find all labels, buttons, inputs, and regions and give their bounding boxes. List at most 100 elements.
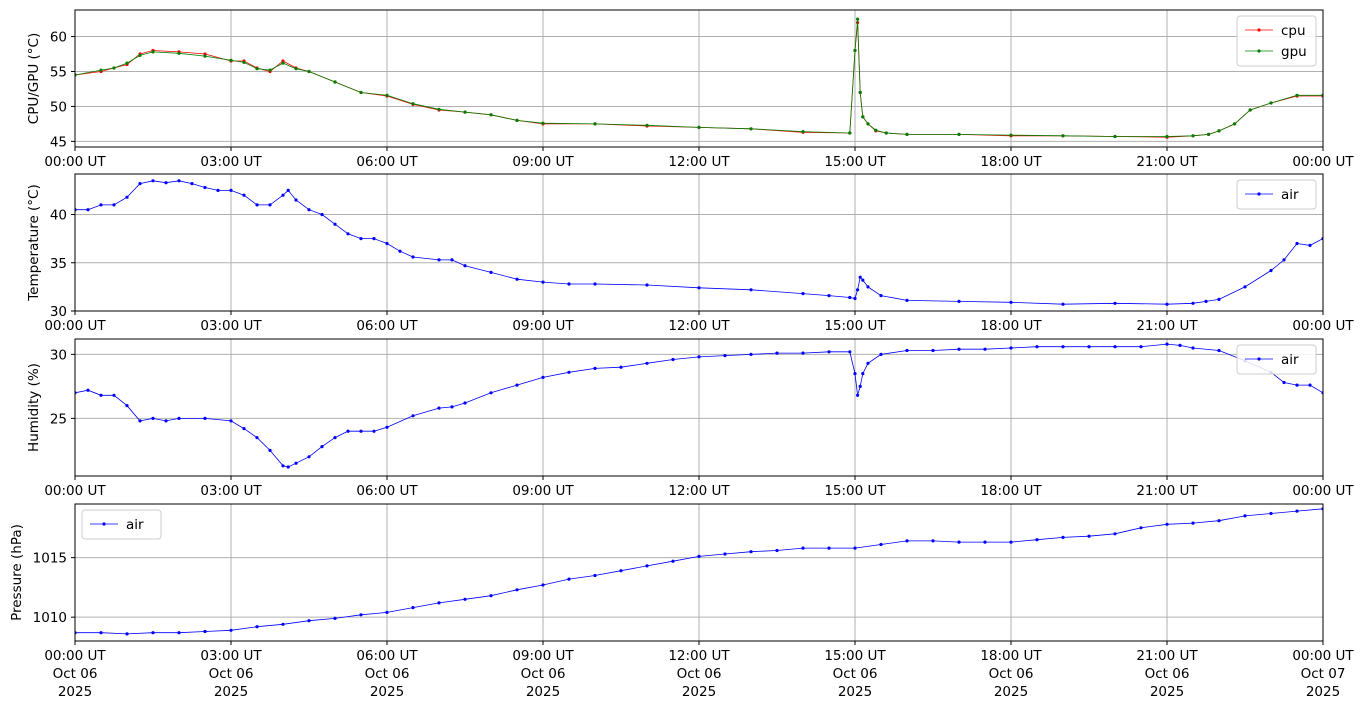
data-point: [541, 375, 545, 379]
legend: air: [81, 509, 162, 540]
data-point: [463, 401, 467, 405]
x-tick-label: 21:00 UT: [1136, 154, 1198, 170]
data-point: [307, 208, 311, 212]
x-tick-year-label: 2025: [1306, 684, 1340, 700]
data-point: [1178, 343, 1182, 347]
data-point: [411, 414, 415, 418]
data-point: [229, 419, 233, 423]
x-tick-label: 03:00 UT: [200, 648, 262, 664]
data-point: [866, 285, 870, 289]
x-tick-year-label: 2025: [370, 684, 404, 700]
series-markers-air: [75, 507, 1323, 636]
x-tick-date-label: Oct 06: [989, 666, 1034, 682]
data-point: [1308, 243, 1312, 247]
y-tick-label: 60: [50, 30, 67, 46]
x-tick-label: 00:00 UT: [1292, 154, 1354, 170]
data-point: [856, 288, 860, 292]
data-point: [697, 286, 701, 290]
y-tick-label: 40: [50, 208, 67, 224]
data-point: [255, 203, 259, 207]
data-point: [1269, 511, 1273, 516]
data-point: [593, 366, 597, 370]
data-point: [281, 464, 285, 468]
data-point: [1165, 134, 1169, 139]
data-point: [1139, 345, 1143, 349]
data-point: [138, 182, 142, 186]
data-point: [125, 61, 129, 65]
data-point: [359, 237, 363, 241]
axes-frame: [74, 503, 1324, 642]
data-point: [866, 122, 870, 126]
data-point: [151, 179, 155, 183]
data-point: [856, 17, 860, 21]
data-point: [164, 419, 168, 423]
data-point: [437, 406, 441, 410]
x-tick-label: 06:00 UT: [356, 154, 418, 170]
legend: air: [1236, 344, 1317, 375]
data-point: [1061, 345, 1065, 349]
data-point: [463, 264, 467, 268]
data-point: [858, 90, 862, 95]
data-point: [307, 619, 311, 623]
y-tick-label: 30: [50, 347, 67, 363]
data-point: [905, 298, 909, 302]
data-point: [203, 416, 207, 420]
data-point: [697, 125, 701, 129]
y-axis-label: CPU/GPU (°C): [26, 33, 42, 124]
data-point: [1217, 297, 1221, 301]
data-point: [593, 122, 597, 126]
data-point: [177, 416, 181, 420]
y-tick-label: 30: [50, 304, 67, 320]
data-point: [385, 610, 389, 615]
data-point: [1113, 345, 1117, 349]
data-point: [346, 429, 350, 433]
data-point: [931, 539, 935, 543]
data-point: [853, 372, 857, 376]
data-point: [593, 282, 597, 286]
data-point: [619, 569, 623, 573]
data-point: [255, 625, 259, 629]
data-point: [437, 258, 441, 262]
data-point: [1087, 345, 1091, 349]
data-point: [1165, 342, 1169, 346]
y-axis-label: Humidity (%): [26, 363, 42, 452]
data-point: [99, 631, 103, 635]
data-point: [541, 583, 545, 587]
data-point: [463, 110, 467, 114]
data-point: [359, 613, 363, 617]
data-point: [1217, 519, 1221, 523]
data-point: [827, 350, 831, 354]
x-tick-label: 00:00 UT: [44, 648, 106, 664]
data-point: [255, 436, 259, 440]
axes-frame: [74, 173, 1324, 312]
data-point: [1295, 93, 1299, 97]
data-point: [229, 628, 233, 632]
data-point: [1217, 348, 1221, 353]
data-point: [1191, 301, 1195, 305]
data-point: [164, 181, 168, 185]
data-point: [749, 288, 753, 292]
data-point: [333, 436, 337, 440]
x-tick-year-label: 2025: [526, 684, 560, 700]
data-point: [957, 132, 961, 136]
data-point: [333, 222, 337, 226]
data-point: [645, 123, 649, 127]
data-point: [1295, 509, 1299, 513]
data-point: [801, 292, 805, 296]
x-tick-label: 12:00 UT: [668, 483, 730, 499]
data-point: [307, 69, 311, 74]
y-tick-label: 55: [50, 65, 67, 81]
y-tick-label: 1010: [33, 610, 67, 626]
data-point: [801, 130, 805, 134]
data-point: [1269, 101, 1273, 105]
data-point: [866, 361, 870, 365]
x-tick-label: 00:00 UT: [1292, 318, 1354, 334]
data-point: [151, 50, 155, 54]
data-point: [856, 393, 860, 397]
data-point: [853, 296, 857, 301]
data-point: [450, 258, 454, 262]
data-point: [1233, 122, 1237, 126]
legend-box: [81, 509, 162, 540]
data-point: [671, 559, 675, 563]
data-point: [1295, 383, 1299, 387]
